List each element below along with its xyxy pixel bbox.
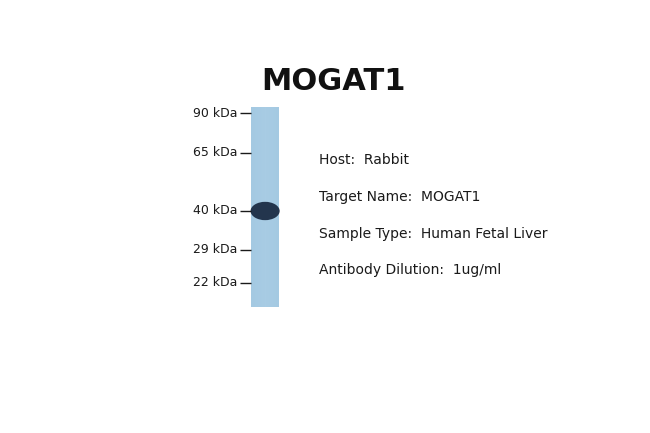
Text: 29 kDa: 29 kDa <box>193 243 237 256</box>
Text: Sample Type:  Human Fetal Liver: Sample Type: Human Fetal Liver <box>319 226 548 241</box>
Text: Target Name:  MOGAT1: Target Name: MOGAT1 <box>319 190 480 204</box>
Text: Host:  Rabbit: Host: Rabbit <box>319 153 410 167</box>
Bar <box>252 107 279 307</box>
Text: 90 kDa: 90 kDa <box>192 107 237 120</box>
Text: 40 kDa: 40 kDa <box>192 204 237 217</box>
Text: 65 kDa: 65 kDa <box>192 146 237 159</box>
Text: MOGAT1: MOGAT1 <box>261 67 406 96</box>
Text: Antibody Dilution:  1ug/ml: Antibody Dilution: 1ug/ml <box>319 263 502 278</box>
Text: 22 kDa: 22 kDa <box>193 276 237 289</box>
Ellipse shape <box>250 202 280 220</box>
